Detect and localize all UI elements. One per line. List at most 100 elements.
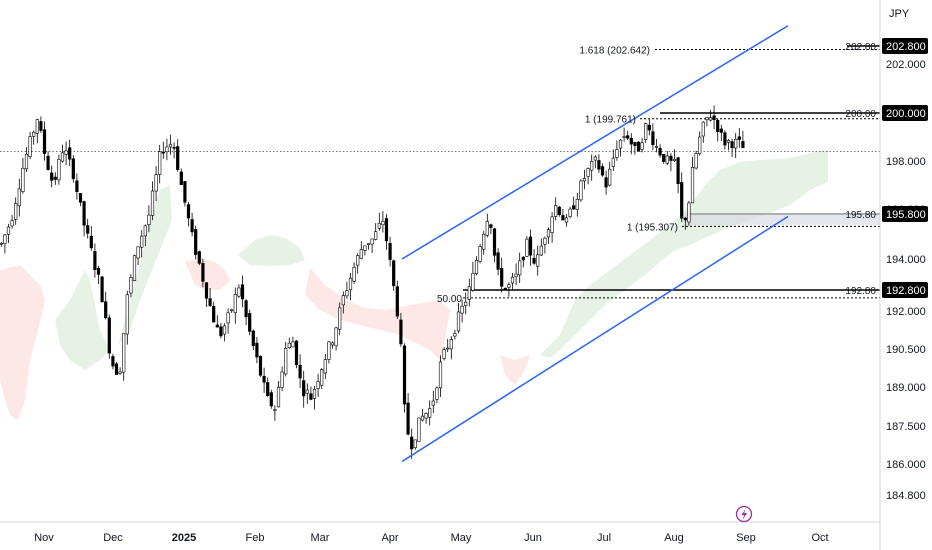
- candle-body: [564, 217, 569, 223]
- time-tick-label: Dec: [103, 532, 123, 544]
- candle-body: [633, 142, 637, 146]
- time-tick-label: Nov: [34, 532, 54, 544]
- candle-body: [543, 237, 547, 245]
- candle-body: [381, 220, 385, 226]
- fib-label: 1.618 (202.642): [579, 46, 650, 57]
- candle-body: [672, 158, 677, 161]
- candle-body: [298, 364, 302, 379]
- candle-body: [618, 139, 623, 149]
- candle-body: [93, 251, 97, 270]
- candle-body: [24, 153, 29, 170]
- candle-body: [186, 204, 191, 219]
- price-badge[interactable]: [882, 206, 928, 222]
- candle-body: [723, 132, 727, 146]
- cloud-region: [500, 355, 530, 385]
- candle-body: [474, 260, 479, 274]
- candle-body: [485, 221, 489, 236]
- candle-body: [654, 146, 659, 148]
- candle-body: [50, 172, 54, 181]
- candle-body: [521, 256, 525, 261]
- price-tick-label: 184.800: [886, 490, 926, 502]
- candle-body: [309, 393, 313, 400]
- candle-body: [100, 276, 104, 303]
- candle-body: [734, 138, 738, 149]
- candle-body: [0, 242, 3, 245]
- candle-body: [482, 233, 486, 250]
- candle-body: [348, 277, 353, 291]
- candle-body: [158, 151, 162, 175]
- candle-body: [384, 218, 389, 242]
- candle-body: [68, 147, 72, 160]
- candle-body: [114, 363, 119, 375]
- candle-body: [165, 146, 169, 153]
- candle-body: [82, 201, 86, 226]
- candle-body: [730, 141, 734, 149]
- candle-body: [294, 340, 299, 366]
- candle-body: [561, 215, 565, 221]
- candle-body: [424, 413, 428, 419]
- candle-body: [683, 217, 687, 221]
- ichimoku-cloud: [0, 150, 828, 420]
- candle-body: [651, 131, 655, 145]
- candle-body: [708, 117, 713, 121]
- candle-body: [323, 359, 327, 374]
- candle-body: [586, 168, 590, 177]
- candle-body: [626, 135, 630, 139]
- candle-body: [75, 180, 79, 192]
- candle-body: [550, 216, 554, 233]
- price-badge[interactable]: [882, 105, 928, 121]
- candle-body: [35, 119, 39, 134]
- price-tick-label: 198.000: [886, 156, 926, 168]
- candle-body: [579, 180, 583, 201]
- candle-body: [492, 228, 497, 256]
- candle-body: [118, 371, 122, 374]
- price-tick-label: 187.500: [886, 421, 926, 433]
- candle-body: [554, 205, 558, 217]
- candle-body: [305, 389, 309, 394]
- candle-body: [694, 153, 698, 169]
- candle-body: [194, 229, 198, 255]
- price-axis[interactable]: 202.000200.000198.000196.000194.000192.0…: [882, 38, 928, 502]
- candle-body: [597, 160, 601, 170]
- candle-body: [532, 257, 536, 264]
- candle-body: [658, 147, 662, 156]
- candle-body: [338, 307, 342, 330]
- price-badge[interactable]: [882, 38, 928, 54]
- candle-body: [363, 245, 367, 251]
- time-axis[interactable]: Nov Dec 2025 Feb Mar Apr May Jun Jul Aug Sep Oct: [34, 532, 828, 544]
- candle-body: [284, 348, 288, 375]
- candle-body: [611, 157, 615, 167]
- candle-body: [125, 294, 129, 335]
- candle-body: [608, 168, 612, 186]
- candle-body: [136, 246, 140, 259]
- candle-body: [698, 136, 702, 155]
- candle-body: [719, 128, 723, 133]
- candle-body: [96, 268, 101, 275]
- lightning-icon[interactable]: [735, 505, 753, 523]
- candle-body: [741, 141, 745, 149]
- candle-body: [690, 167, 695, 204]
- candle-body: [395, 286, 399, 317]
- level-label: 200.00: [845, 109, 876, 120]
- candle-body: [449, 339, 453, 350]
- candle-body: [546, 229, 551, 238]
- time-tick-label: Apr: [381, 532, 398, 544]
- candle-body: [190, 219, 194, 233]
- candle-body: [107, 317, 111, 354]
- candle-body: [636, 141, 641, 152]
- candle-body: [226, 312, 230, 324]
- candle-body: [593, 156, 597, 161]
- candle-body: [417, 417, 421, 442]
- cloud-region: [118, 185, 172, 345]
- price-tick-label: 202.000: [886, 59, 926, 71]
- candle-body: [428, 408, 432, 418]
- candle-body: [600, 166, 605, 176]
- candle-body: [467, 286, 471, 300]
- candle-body: [3, 234, 7, 244]
- price-badge-label: 202.800: [886, 41, 926, 53]
- price-badge[interactable]: [882, 282, 928, 298]
- candle-body: [172, 147, 176, 149]
- candle-body: [140, 235, 144, 248]
- candle-body: [46, 155, 50, 170]
